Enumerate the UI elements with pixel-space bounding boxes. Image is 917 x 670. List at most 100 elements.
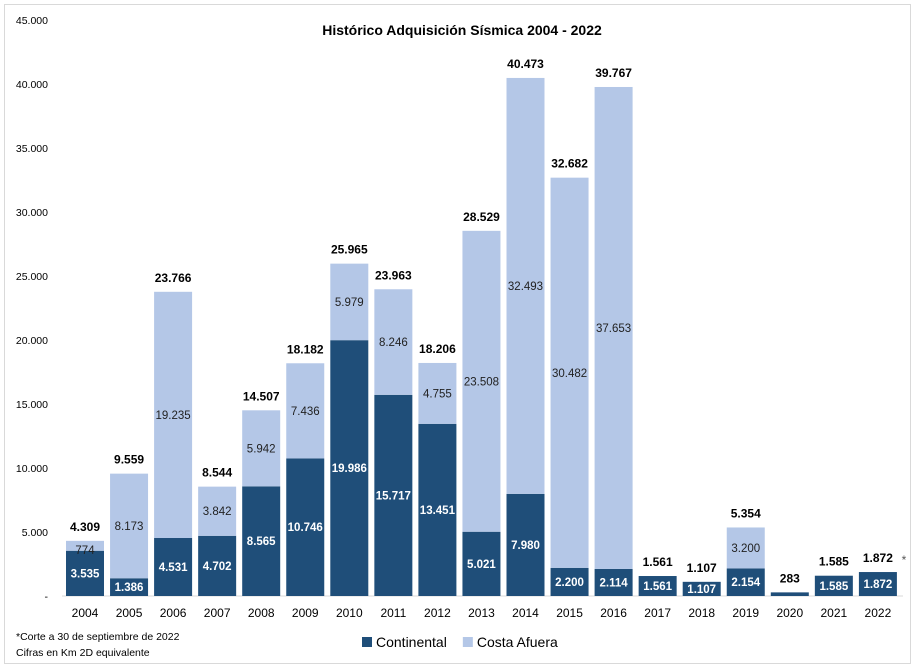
x-tick-label: 2021 bbox=[820, 606, 847, 620]
x-tick-label: 2015 bbox=[556, 606, 583, 620]
data-label-total: 5.354 bbox=[731, 506, 761, 520]
data-label-continental: 10.746 bbox=[288, 522, 323, 534]
data-label-costa-afuera: 774 bbox=[75, 545, 95, 557]
legend-label: Costa Afuera bbox=[477, 634, 558, 650]
bar-costa-afuera bbox=[330, 263, 369, 341]
data-label-continental: 2.154 bbox=[731, 577, 760, 589]
data-label-costa-afuera: 37.653 bbox=[596, 323, 631, 335]
data-label-costa-afuera: 19.235 bbox=[156, 410, 191, 422]
data-label-costa-afuera: 5.979 bbox=[335, 297, 364, 309]
x-tick-label: 2011 bbox=[380, 606, 406, 620]
y-tick-label: 35.000 bbox=[16, 143, 48, 155]
data-label-continental: 19.986 bbox=[332, 463, 367, 475]
bar-continental bbox=[242, 486, 281, 596]
data-label-total: 4.309 bbox=[70, 520, 100, 534]
bar-continental bbox=[550, 567, 589, 596]
data-label-continental: 13.451 bbox=[420, 505, 456, 517]
data-label-total: 28.529 bbox=[463, 210, 500, 224]
bar-continental bbox=[638, 576, 677, 596]
bar-continental bbox=[198, 535, 237, 596]
y-tick-label: 10.000 bbox=[16, 463, 48, 475]
y-tick-label: - bbox=[45, 591, 49, 603]
data-label-total: 1.107 bbox=[687, 561, 717, 575]
data-label-costa-afuera: 3.842 bbox=[203, 506, 232, 518]
bar-costa-afuera bbox=[154, 291, 193, 539]
data-label-continental: 4.702 bbox=[203, 561, 232, 573]
bar-costa-afuera bbox=[198, 486, 237, 536]
data-label-continental: 1.386 bbox=[115, 582, 144, 594]
bar-costa-afuera bbox=[462, 230, 501, 532]
x-tick-label: 2016 bbox=[600, 606, 627, 620]
x-tick-label: 2006 bbox=[160, 606, 187, 620]
data-label-total: 40.473 bbox=[507, 57, 544, 71]
x-tick-label: 2022 bbox=[865, 606, 892, 620]
bar-continental bbox=[594, 568, 633, 596]
bar-continental bbox=[462, 531, 501, 596]
x-tick-label: 2020 bbox=[776, 606, 803, 620]
data-label-continental: 2.200 bbox=[555, 577, 584, 589]
legend-label: Continental bbox=[376, 634, 447, 650]
bar-costa-afuera bbox=[726, 527, 765, 569]
legend-swatch bbox=[462, 637, 473, 647]
chart-frame bbox=[4, 4, 911, 664]
data-label-continental: 8.565 bbox=[247, 536, 276, 548]
y-tick-label: 15.000 bbox=[16, 399, 48, 411]
y-tick-label: 40.000 bbox=[16, 79, 48, 91]
bar-costa-afuera bbox=[66, 540, 104, 551]
data-label-continental: 3.535 bbox=[71, 568, 100, 580]
bar-continental bbox=[418, 423, 457, 596]
bar-continental bbox=[66, 550, 104, 596]
y-tick-label: 45.000 bbox=[16, 15, 48, 27]
data-label-costa-afuera: 3.200 bbox=[731, 543, 760, 555]
x-tick-label: 2018 bbox=[688, 606, 715, 620]
data-label-total: 14.507 bbox=[243, 389, 280, 403]
y-tick-label: 25.000 bbox=[16, 271, 48, 283]
data-label-costa-afuera: 30.482 bbox=[552, 368, 587, 380]
bar-continental bbox=[110, 578, 149, 596]
y-tick-label: 30.000 bbox=[16, 207, 48, 219]
data-label-total: 39.767 bbox=[595, 66, 632, 80]
y-tick-label: 20.000 bbox=[16, 335, 48, 347]
data-label-continental: 7.980 bbox=[511, 540, 540, 552]
bar-continental bbox=[506, 493, 545, 596]
data-label-total: 32.682 bbox=[551, 157, 588, 171]
bar-continental bbox=[286, 458, 325, 596]
bar-costa-afuera bbox=[242, 410, 281, 487]
x-tick-label: 2017 bbox=[644, 606, 671, 620]
data-label-total: 18.206 bbox=[419, 342, 456, 356]
bar-costa-afuera bbox=[286, 363, 325, 459]
bar-costa-afuera bbox=[506, 77, 545, 494]
bar-continental bbox=[682, 581, 721, 596]
data-label-continental: 15.717 bbox=[376, 490, 411, 502]
x-tick-label: 2013 bbox=[468, 606, 495, 620]
x-tick-label: 2010 bbox=[336, 606, 363, 620]
data-label-costa-afuera: 4.755 bbox=[423, 388, 452, 400]
data-label-continental: 1.561 bbox=[643, 581, 672, 593]
bar-continental bbox=[330, 340, 369, 596]
y-tick-label: 5.000 bbox=[22, 527, 48, 539]
data-label-total: 1.872 bbox=[863, 551, 893, 565]
data-label-continental: 1.585 bbox=[819, 581, 848, 593]
x-tick-label: 2004 bbox=[72, 606, 99, 620]
bar-continental bbox=[154, 538, 193, 596]
legend-swatch bbox=[362, 637, 372, 647]
data-label-continental: 4.531 bbox=[159, 562, 188, 574]
data-label-costa-afuera: 23.508 bbox=[464, 376, 499, 388]
bar-costa-afuera bbox=[110, 473, 149, 579]
data-label-total: 23.766 bbox=[155, 271, 192, 285]
data-label-continental: 1.107 bbox=[687, 584, 716, 596]
data-label-costa-afuera: 8.246 bbox=[379, 337, 408, 349]
x-tick-label: 2019 bbox=[732, 606, 759, 620]
bar-costa-afuera bbox=[374, 289, 413, 395]
data-label-total: 1.585 bbox=[819, 555, 849, 569]
chart-title: Histórico Adquisición Sísmica 2004 - 202… bbox=[322, 22, 602, 38]
data-label-continental: 5.021 bbox=[467, 559, 496, 571]
bar-continental bbox=[770, 592, 809, 596]
footnote-units: Cifras en Km 2D equivalente bbox=[16, 647, 150, 659]
footnote-cutoff: *Corte a 30 de septiembre de 2022 bbox=[16, 631, 180, 643]
bar-costa-afuera bbox=[550, 177, 589, 568]
data-label-total: 25.965 bbox=[331, 243, 368, 257]
bar-continental bbox=[858, 572, 897, 596]
x-tick-label: 2007 bbox=[204, 606, 231, 620]
